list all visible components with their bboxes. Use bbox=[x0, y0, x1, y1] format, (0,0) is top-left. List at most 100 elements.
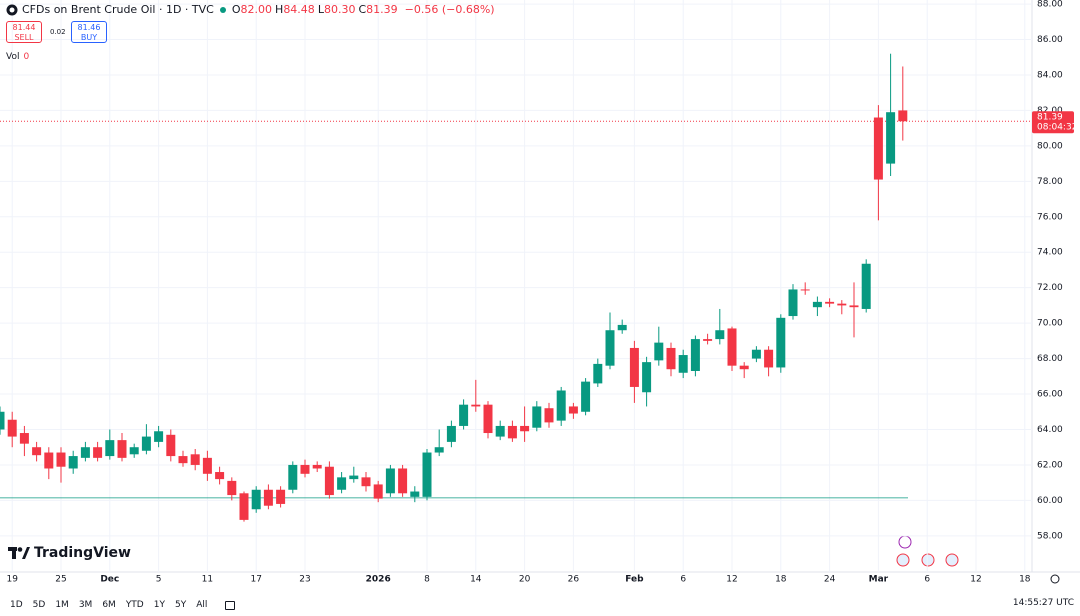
ohlc-value: 84.48 bbox=[283, 3, 315, 16]
candle-body bbox=[520, 425, 530, 432]
candle-body bbox=[141, 436, 151, 451]
range-button[interactable]: 6M bbox=[102, 600, 116, 610]
candle-body bbox=[568, 406, 578, 414]
clock: 14:55:27 UTC bbox=[1012, 598, 1074, 608]
y-tick-label: 82.00 bbox=[1037, 106, 1063, 116]
range-button[interactable]: 1D bbox=[10, 600, 23, 610]
x-tick-label: 20 bbox=[519, 575, 531, 585]
y-tick-label: 78.00 bbox=[1037, 177, 1063, 187]
candle-body bbox=[276, 489, 286, 504]
candle-body bbox=[361, 477, 371, 487]
range-button[interactable]: 5Y bbox=[174, 600, 187, 610]
candle-body bbox=[288, 464, 298, 490]
range-button[interactable]: 3M bbox=[78, 600, 93, 610]
y-tick-label: 68.00 bbox=[1037, 354, 1063, 364]
candle-body bbox=[19, 433, 29, 444]
ohlc-value: 82.00 bbox=[240, 3, 273, 16]
x-tick-label: Mar bbox=[869, 575, 889, 585]
candle-body bbox=[703, 339, 713, 341]
candle-body bbox=[825, 301, 835, 304]
candle-body bbox=[886, 112, 896, 164]
event-icon[interactable] bbox=[898, 535, 912, 549]
candle-body bbox=[154, 431, 164, 442]
x-tick-label: 24 bbox=[824, 575, 836, 585]
candle-body bbox=[44, 452, 54, 469]
candle-body bbox=[617, 324, 627, 331]
buy-button[interactable]: 81.46 BUY bbox=[71, 21, 107, 43]
candle-body bbox=[446, 425, 456, 442]
range-button[interactable]: 5D bbox=[32, 600, 46, 610]
x-tick-label: 18 bbox=[1019, 575, 1031, 585]
event-icon[interactable] bbox=[896, 553, 910, 567]
candle-body bbox=[312, 464, 322, 469]
x-tick-label: 19 bbox=[6, 575, 18, 585]
candle-body bbox=[385, 468, 395, 494]
candle-body bbox=[434, 447, 444, 453]
y-tick-label: 74.00 bbox=[1037, 248, 1063, 258]
event-icon[interactable] bbox=[921, 553, 935, 567]
range-button[interactable]: 1M bbox=[55, 600, 69, 610]
candle-body bbox=[788, 289, 798, 317]
candle-body bbox=[642, 362, 652, 393]
candle-body bbox=[678, 355, 688, 373]
candle-body bbox=[593, 363, 603, 384]
x-tick-label: 25 bbox=[55, 575, 66, 585]
y-tick-label: 66.00 bbox=[1037, 390, 1063, 400]
candle-body bbox=[227, 480, 237, 496]
candle-body bbox=[117, 440, 127, 458]
range-button[interactable]: 1Y bbox=[153, 600, 165, 610]
candle-body bbox=[873, 117, 883, 180]
candle-body bbox=[739, 365, 749, 370]
candle-body bbox=[654, 342, 664, 361]
x-tick-label: 2026 bbox=[366, 575, 391, 585]
y-tick-label: 72.00 bbox=[1037, 283, 1063, 293]
x-tick-label: 17 bbox=[250, 575, 261, 585]
logo: TradingView bbox=[8, 545, 131, 561]
candle-body bbox=[398, 468, 408, 494]
y-tick-label: 60.00 bbox=[1037, 496, 1063, 506]
candle-body bbox=[251, 489, 261, 510]
symbol-icon bbox=[6, 4, 18, 15]
sell-label: SELL bbox=[14, 33, 34, 42]
candle-body bbox=[715, 330, 725, 340]
x-tick-label: Feb bbox=[625, 575, 644, 585]
calendar-button[interactable] bbox=[225, 600, 236, 610]
x-tick-label: 14 bbox=[470, 575, 482, 585]
candle-body bbox=[300, 464, 310, 474]
candle-body bbox=[898, 110, 908, 122]
candle-body bbox=[32, 447, 42, 456]
candle-body bbox=[7, 419, 17, 437]
candle-body bbox=[93, 447, 103, 458]
range-button[interactable]: YTD bbox=[125, 600, 144, 610]
sell-button[interactable]: 81.44 SELL bbox=[6, 21, 42, 43]
x-tick-label: 26 bbox=[568, 575, 580, 585]
chart: 58.00 60.00 62.00 64.00 66.00 68.00 70.00 72.00… bbox=[0, 0, 1080, 585]
candle-body bbox=[373, 484, 383, 499]
candle-body bbox=[105, 440, 115, 457]
sell-price: 81.44 bbox=[12, 23, 36, 32]
price-tag-value: 81.39 bbox=[1037, 113, 1063, 123]
range-button[interactable]: All bbox=[196, 600, 208, 610]
y-tick-label: 84.00 bbox=[1037, 70, 1063, 80]
candle-body bbox=[532, 406, 542, 428]
ohlc-key: H bbox=[275, 3, 284, 16]
candle-body bbox=[556, 390, 566, 421]
candle-body bbox=[337, 477, 347, 490]
volume-value: 0 bbox=[23, 52, 30, 62]
y-tick-label: 88.00 bbox=[1037, 0, 1063, 10]
ohlc-value: 80.30 bbox=[323, 3, 356, 16]
ohlc-key: C bbox=[358, 3, 367, 16]
x-tick-label: 11 bbox=[202, 575, 213, 585]
x-tick-label: Dec bbox=[100, 575, 119, 585]
buy-label: BUY bbox=[80, 33, 98, 42]
x-tick-label: 6 bbox=[924, 575, 930, 585]
candle-body bbox=[215, 472, 225, 480]
spread: 0.02 bbox=[50, 28, 66, 36]
event-icon[interactable] bbox=[945, 553, 959, 567]
candle-body bbox=[751, 349, 761, 359]
candle-body bbox=[507, 425, 517, 439]
price-tag bbox=[1032, 111, 1074, 134]
candle-body bbox=[410, 491, 420, 497]
settings-icon[interactable] bbox=[1050, 574, 1060, 584]
y-tick-label: 64.00 bbox=[1037, 425, 1063, 435]
